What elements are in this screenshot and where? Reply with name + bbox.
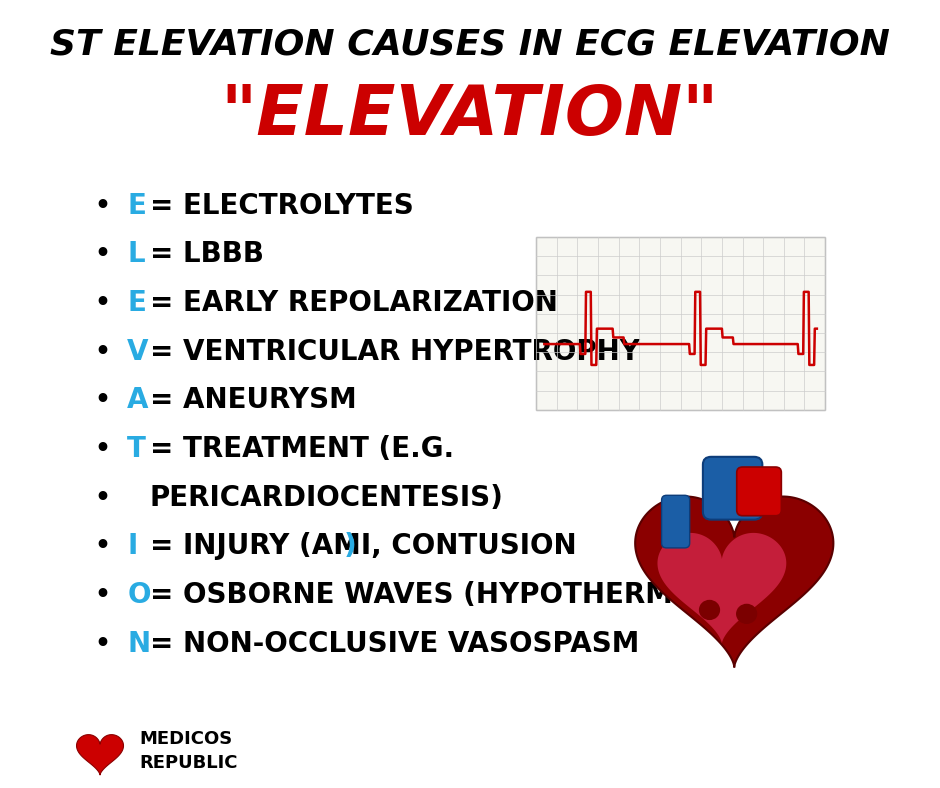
FancyBboxPatch shape	[662, 496, 690, 548]
Text: = LBBB: = LBBB	[149, 240, 263, 268]
Text: O: O	[127, 581, 150, 609]
Text: •: •	[95, 534, 111, 559]
Circle shape	[737, 604, 757, 623]
Text: A: A	[127, 386, 149, 414]
Text: E: E	[127, 191, 146, 220]
Text: L: L	[127, 240, 145, 268]
Polygon shape	[635, 496, 834, 667]
Text: ST ELEVATION CAUSES IN ECG ELEVATION: ST ELEVATION CAUSES IN ECG ELEVATION	[50, 28, 890, 61]
Text: = VENTRICULAR HYPERTROPHY: = VENTRICULAR HYPERTROPHY	[149, 337, 639, 366]
Text: •: •	[95, 194, 111, 217]
Text: E: E	[127, 289, 146, 317]
FancyBboxPatch shape	[536, 237, 825, 410]
Polygon shape	[76, 734, 123, 775]
Text: = TREATMENT (E.G.: = TREATMENT (E.G.	[149, 435, 454, 463]
Text: •: •	[95, 485, 111, 510]
Text: •: •	[95, 340, 111, 363]
Text: •: •	[95, 437, 111, 461]
Text: = ANEURYSM: = ANEURYSM	[149, 386, 356, 414]
Text: = OSBORNE WAVES (HYPOTHERMIA): = OSBORNE WAVES (HYPOTHERMIA)	[149, 581, 717, 609]
Text: "ELEVATION": "ELEVATION"	[221, 82, 719, 149]
Text: •: •	[95, 242, 111, 266]
FancyBboxPatch shape	[737, 467, 781, 515]
Text: V: V	[127, 337, 149, 366]
Text: PERICARDIOCENTESIS): PERICARDIOCENTESIS)	[149, 484, 504, 511]
Text: I: I	[127, 533, 137, 560]
Text: MEDICOS
REPUBLIC: MEDICOS REPUBLIC	[140, 730, 238, 772]
Text: T: T	[127, 435, 146, 463]
Text: = NON-OCCLUSIVE VASOSPASM: = NON-OCCLUSIVE VASOSPASM	[149, 630, 639, 658]
Text: = ELECTROLYTES: = ELECTROLYTES	[149, 191, 414, 220]
Text: ): )	[344, 533, 356, 560]
Polygon shape	[657, 533, 786, 644]
Text: •: •	[95, 583, 111, 607]
Text: N: N	[127, 630, 150, 658]
Text: = INJURY (AMI, CONTUSION: = INJURY (AMI, CONTUSION	[149, 533, 576, 560]
Circle shape	[699, 600, 719, 619]
Text: •: •	[95, 291, 111, 315]
Text: •: •	[95, 388, 111, 412]
Text: = EARLY REPOLARIZATION: = EARLY REPOLARIZATION	[149, 289, 557, 317]
FancyBboxPatch shape	[703, 457, 762, 519]
Text: •: •	[95, 632, 111, 656]
